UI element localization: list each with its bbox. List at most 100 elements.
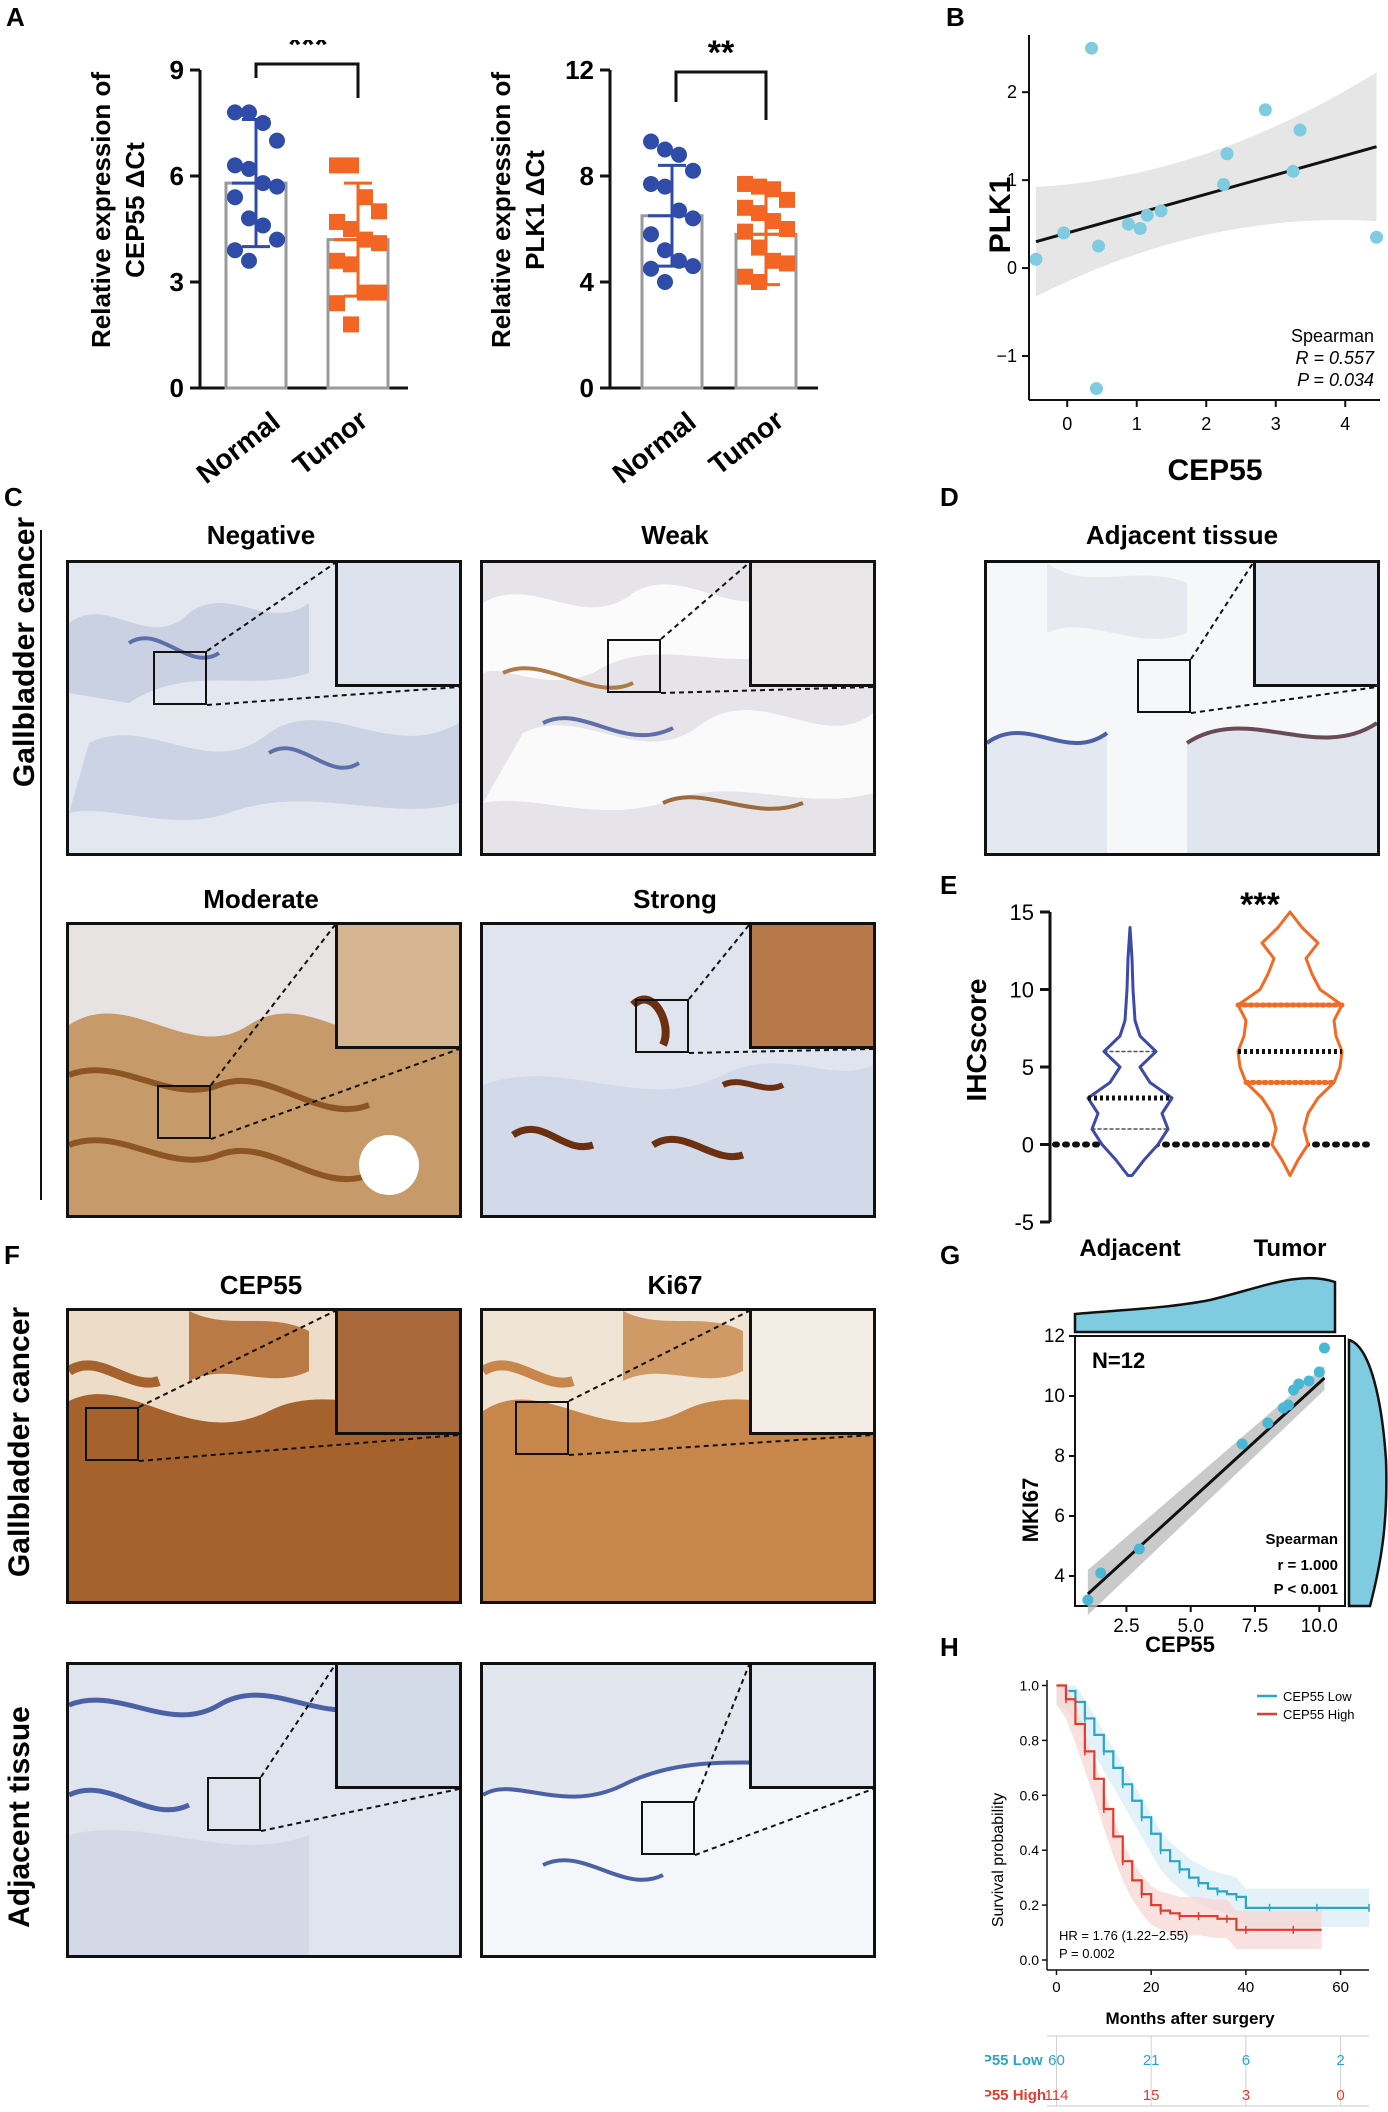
data-point bbox=[1313, 1366, 1325, 1378]
panel-d-title: Adjacent tissue bbox=[1085, 520, 1279, 550]
panel-e-cat-adjacent: Adjacent bbox=[1079, 1235, 1180, 1260]
confidence-band bbox=[1035, 72, 1377, 297]
panel-letter-c: C bbox=[4, 482, 23, 512]
data-point bbox=[371, 284, 387, 301]
ihc-image-moderate bbox=[66, 922, 462, 1218]
panel-letter-e: E bbox=[940, 870, 958, 900]
ihc-image-cep55-tumor bbox=[66, 1308, 462, 1604]
x-tick-label: 2 bbox=[1201, 414, 1211, 434]
x-tick-label: 0 bbox=[1062, 414, 1072, 434]
ihc-image-ki67-tumor bbox=[480, 1308, 876, 1604]
ihc-tissue-cep55-tumor bbox=[69, 1311, 459, 1601]
data-point bbox=[643, 260, 659, 277]
panel-f-side-label-bottom: Adjacent tissue bbox=[3, 1706, 36, 1928]
panel-g-stat-r: r = 1.000 bbox=[1278, 1557, 1338, 1574]
y-tick-label: 2 bbox=[1007, 82, 1017, 102]
ihc-roi-ki67-adjacent bbox=[641, 1801, 695, 1855]
data-point bbox=[227, 157, 243, 174]
ihc-zoom-lines-ki67-adjacent bbox=[694, 1665, 873, 1856]
ihc-image-cep55-adjacent bbox=[66, 1662, 462, 1958]
data-point bbox=[1220, 147, 1234, 161]
risk-count-low: 21 bbox=[1143, 2052, 1160, 2069]
data-point bbox=[227, 242, 243, 259]
panel-a-left-ylabel-2: CEP55 ΔCt bbox=[120, 142, 150, 278]
panel-a-right-ylabel-2: PLK1 ΔCt bbox=[520, 150, 550, 270]
panel-a-right-cat-normal: Normal bbox=[607, 406, 702, 490]
ihc-roi-cep55-adjacent bbox=[207, 1777, 261, 1831]
panel-e-ylabel: IHCscore bbox=[961, 979, 992, 1102]
panel-c-side-bar bbox=[40, 530, 42, 1200]
panel-a-left-y-ticks: 0 3 6 9 bbox=[170, 55, 200, 403]
y-tick-label: 10 bbox=[1044, 1386, 1065, 1407]
panel-b-stat-title: Spearman bbox=[1291, 326, 1374, 346]
panel-a-left-sig-bracket bbox=[254, 62, 360, 98]
data-point bbox=[371, 203, 387, 220]
panel-g-plot bbox=[1082, 1342, 1330, 1615]
data-point bbox=[227, 104, 243, 121]
panel-e-chart: IHCscore -5 0 5 10 15 *** Adjacent Tumor bbox=[961, 886, 1373, 1260]
panel-a-left-ylabel-1: Relative expression of bbox=[90, 72, 116, 348]
data-point bbox=[269, 231, 285, 248]
ihc-image-ki67-adjacent bbox=[480, 1662, 876, 1958]
y-tick-label: 12 bbox=[1044, 1326, 1065, 1347]
legend-label-high: CEP55 High bbox=[1283, 1707, 1355, 1722]
ihc-inset-cep55-adjacent bbox=[335, 1665, 459, 1789]
panel-letter-a: A bbox=[6, 2, 25, 32]
data-point bbox=[737, 199, 753, 216]
violin-body bbox=[1236, 910, 1344, 1177]
y-tick-label: 0 bbox=[1022, 1133, 1034, 1158]
risk-count-low: 6 bbox=[1242, 2052, 1250, 2069]
data-point bbox=[1082, 1594, 1094, 1606]
y-tick-label: 0.4 bbox=[1020, 1842, 1040, 1858]
data-point bbox=[1154, 204, 1168, 218]
panel-a-right-y-ticks: 0 4 8 12 bbox=[565, 55, 610, 403]
panel-g-n-label: N=12 bbox=[1092, 1348, 1145, 1373]
ihc-zoom-lines-weak bbox=[660, 563, 873, 694]
y-tick-label: 0.2 bbox=[1020, 1897, 1040, 1913]
data-point bbox=[1089, 382, 1103, 396]
ihc-roi-strong bbox=[635, 999, 689, 1053]
risk-count-low: 60 bbox=[1048, 2052, 1065, 2069]
ihc-roi-moderate bbox=[157, 1085, 211, 1139]
panel-h-ticks: 0.0 0.2 0.4 0.6 0.8 1.0 0 20 40 60 bbox=[1020, 1677, 1349, 1996]
x-tick-label: 40 bbox=[1238, 1979, 1255, 1996]
data-point bbox=[685, 210, 701, 227]
data-point bbox=[1085, 41, 1099, 55]
confidence-band bbox=[1087, 1366, 1325, 1615]
panel-g-marginals bbox=[1073, 1276, 1388, 1608]
ihc-zoom-lines-adjacent-d bbox=[1190, 563, 1377, 714]
ihc-inset-strong bbox=[749, 925, 873, 1049]
ci-band bbox=[1056, 1685, 1322, 1950]
panel-f-title-cep55: CEP55 bbox=[219, 1270, 303, 1300]
y-tick-label: 6 bbox=[1054, 1506, 1065, 1527]
panel-h-hr: HR = 1.76 (1.22−2.55) bbox=[1059, 1928, 1188, 1943]
ihc-zoom-lines-moderate bbox=[210, 925, 459, 1140]
y-tick-label: 0 bbox=[1007, 258, 1017, 278]
panel-letter-d: D bbox=[940, 482, 959, 512]
data-point bbox=[1318, 1342, 1330, 1354]
data-point bbox=[643, 133, 659, 150]
risk-count-low: 2 bbox=[1336, 2052, 1344, 2069]
risk-count-high: 3 bbox=[1242, 2087, 1250, 2104]
data-point bbox=[1303, 1375, 1315, 1387]
data-point bbox=[643, 175, 659, 192]
panel-e-plot bbox=[1052, 910, 1373, 1177]
regression-line bbox=[1086, 1376, 1326, 1596]
data-point bbox=[329, 213, 345, 230]
ihc-roi-cep55-tumor bbox=[85, 1407, 139, 1461]
ihc-tissue-strong bbox=[483, 925, 873, 1215]
ihc-inset-ki67-adjacent bbox=[749, 1665, 873, 1789]
data-point bbox=[227, 189, 243, 206]
data-point bbox=[751, 274, 767, 290]
y-tick-label: 0 bbox=[170, 373, 184, 403]
y-tick-label: 4 bbox=[580, 267, 595, 297]
x-tick-label: 60 bbox=[1332, 1979, 1349, 1996]
panel-g-ticks: 2.5 5.0 7.5 10.0 4 6 8 10 12 bbox=[1044, 1326, 1338, 1637]
data-point bbox=[737, 175, 753, 192]
marginal-density-y bbox=[1347, 1338, 1388, 1608]
panel-letter-h: H bbox=[940, 1632, 959, 1662]
risk-count-high: 15 bbox=[1143, 2087, 1160, 2104]
risk-label-low: CEP55 Low bbox=[985, 2052, 1043, 2069]
y-tick-label: 3 bbox=[170, 267, 184, 297]
data-point bbox=[1133, 221, 1147, 235]
